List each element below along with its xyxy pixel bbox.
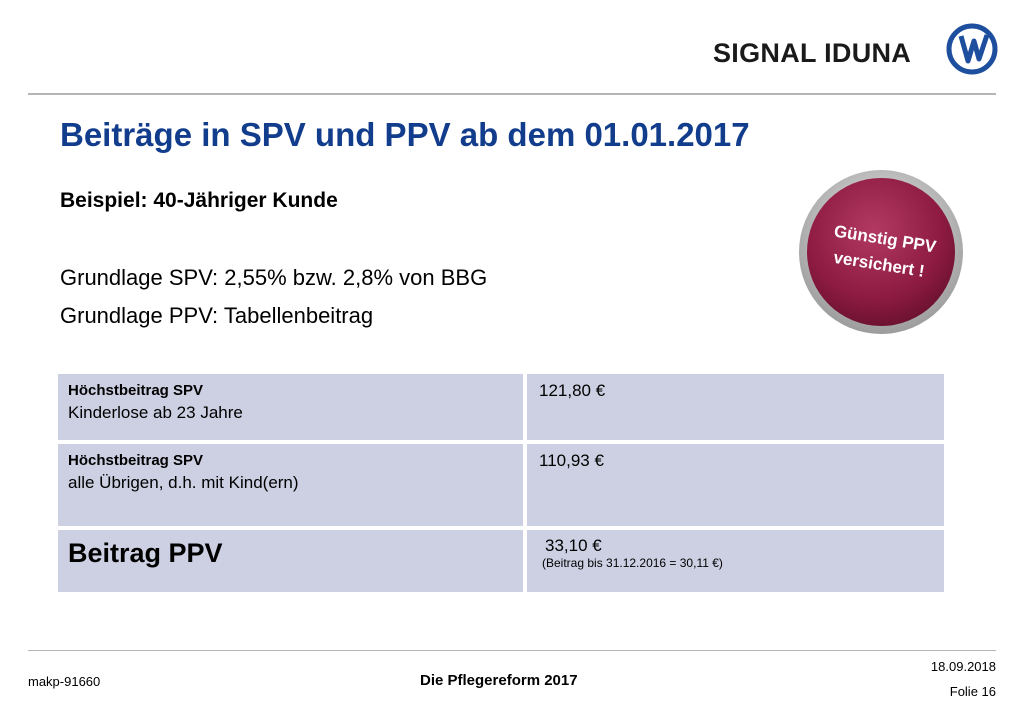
contribution-table: Höchstbeitrag SPV Kinderlose ab 23 Jahre…	[58, 374, 944, 592]
basis-ppv-text: Grundlage PPV: Tabellenbeitrag	[60, 303, 374, 328]
row-1-label: Höchstbeitrag SPV	[68, 382, 204, 399]
row-1-detail: Kinderlose ab 23 Jahre	[68, 403, 243, 422]
footer-document-id: makp-91660	[28, 674, 101, 689]
row-2-label: Höchstbeitrag SPV	[68, 452, 204, 469]
table-row-2-label-cell: Höchstbeitrag SPV alle Übrigen, d.h. mit…	[58, 444, 523, 526]
row-2-amount: 110,93 €	[539, 451, 604, 470]
row-1-amount: 121,80 €	[539, 381, 606, 400]
footer-title: Die Pflegereform 2017	[420, 672, 578, 689]
table-row-1-amount-cell: 121,80 €	[527, 374, 944, 440]
footer-divider	[28, 650, 996, 651]
signal-iduna-logo-icon	[946, 23, 998, 75]
row-3-note: (Beitrag bis 31.12.2016 = 30,11 €)	[542, 556, 723, 570]
table-row-3-amount-cell: 33,10 € (Beitrag bis 31.12.2016 = 30,11 …	[527, 530, 944, 592]
table-row-2-amount-cell: 110,93 €	[527, 444, 944, 526]
table-row-1-label-cell: Höchstbeitrag SPV Kinderlose ab 23 Jahre	[58, 374, 523, 440]
footer-date: 18.09.2018	[930, 659, 996, 674]
brand-logo-text: SIGNAL IDUNA	[713, 38, 912, 68]
header-divider	[28, 93, 996, 95]
row-2-detail: alle Übrigen, d.h. mit Kind(ern)	[68, 473, 299, 492]
row-3-label: Beitrag PPV	[68, 538, 223, 568]
slide-title: Beiträge in SPV und PPV ab dem 01.01.201…	[60, 116, 750, 153]
row-3-amount: 33,10 €	[545, 536, 602, 555]
basis-spv-text: Grundlage SPV: 2,55% bzw. 2,8% von BBG	[60, 265, 488, 290]
footer-slide-number: Folie 16	[949, 684, 996, 699]
price-badge: Günstig PPV versichert !	[799, 170, 963, 334]
slide-subtitle: Beispiel: 40-Jähriger Kunde	[60, 189, 338, 212]
table-row-3-label-cell: Beitrag PPV	[58, 530, 523, 592]
